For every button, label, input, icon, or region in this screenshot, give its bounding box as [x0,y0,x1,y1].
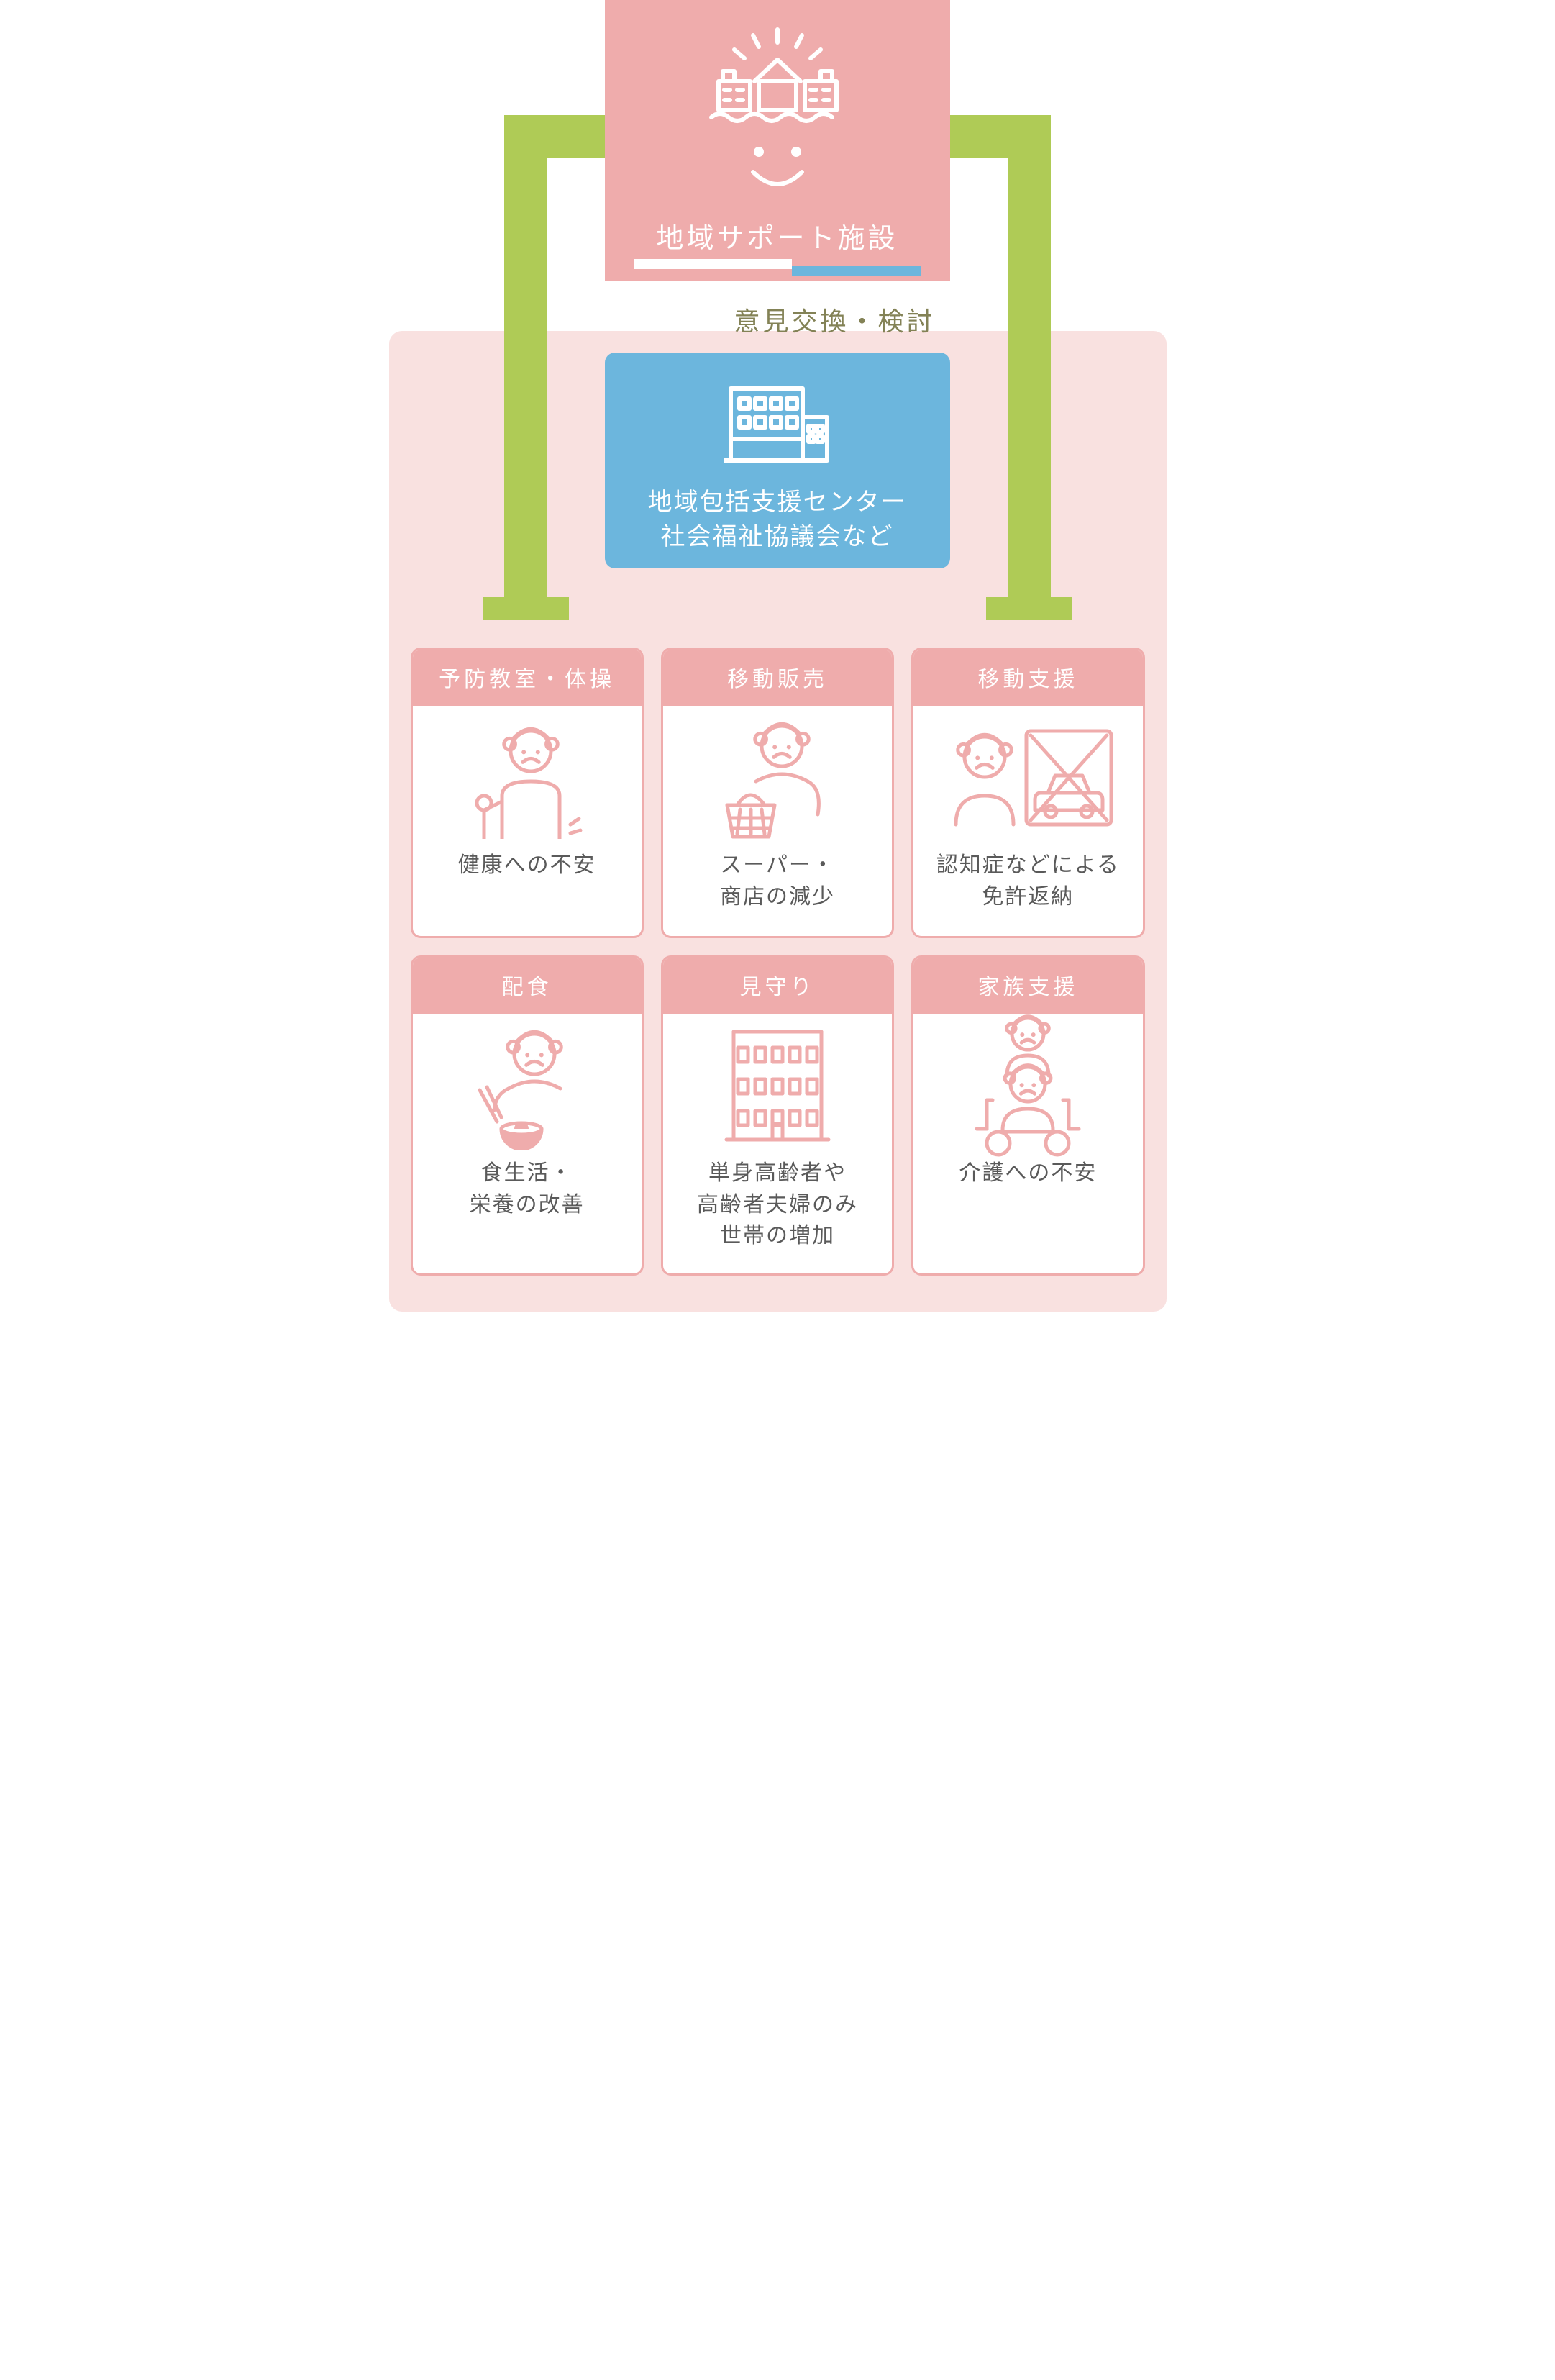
top-support-facility-block: 地域サポート施設 [605,0,950,281]
center-line-2: 社会福祉協議会など [605,517,950,552]
card-header: 配食 [413,958,642,1014]
connector-arm [504,115,547,604]
card-caption: 食生活・ 栄養の改善 [413,1158,642,1244]
top-underline-blue [792,266,921,276]
office-building-icon [716,374,839,468]
connector-arm [483,597,569,620]
card-caption: 単身高齢者や 高齢者夫婦のみ 世帯の増加 [663,1158,892,1273]
service-card: 移動販売 スーパー・ 商店の減少 [661,648,894,938]
no-car-icon [913,706,1142,850]
card-caption: スーパー・ 商店の減少 [663,850,892,936]
service-card: 家族支援 介護への不安 [911,955,1144,1276]
shopping-basket-icon [663,706,892,850]
card-header: 予防教室・体操 [413,650,642,706]
elderly-pain-icon [413,706,642,850]
card-header: 家族支援 [913,958,1142,1014]
wheelchair-family-icon [913,1014,1142,1158]
connector-arm [986,597,1072,620]
card-caption: 介護への不安 [913,1158,1142,1244]
card-header: 見守り [663,958,892,1014]
connector-arm [1008,115,1051,604]
card-caption: 認知症などによる 免許返納 [913,850,1142,936]
service-card: 予防教室・体操 健康への不安 [411,648,644,938]
card-caption: 健康への不安 [413,850,642,936]
apartment-icon [663,1014,892,1158]
top-title: 地域サポート施設 [605,216,950,255]
city-smile-icon [684,25,871,205]
center-line-1: 地域包括支援センター [605,482,950,517]
service-card: 配食 食生活・ 栄養の改善 [411,955,644,1276]
service-card: 見守り 単身高齢者や 高齢者夫婦のみ 世帯の増加 [661,955,894,1276]
center-support-center-block: 地域包括支援センター 社会福祉協議会など [605,353,950,568]
exchange-label: 意見交換・検討 [734,301,936,338]
meal-bowl-icon [413,1014,642,1158]
service-card: 移動支援 認知症などによる 免許返納 [911,648,1144,938]
diagram-root: 予防教室・体操 健康への不安 移動販売 スーパー・ 商店の減少 移動支援 [389,0,1167,1223]
card-header: 移動販売 [663,650,892,706]
top-underline-white [634,259,792,269]
cards-grid: 予防教室・体操 健康への不安 移動販売 スーパー・ 商店の減少 移動支援 [411,648,1145,1276]
card-header: 移動支援 [913,650,1142,706]
